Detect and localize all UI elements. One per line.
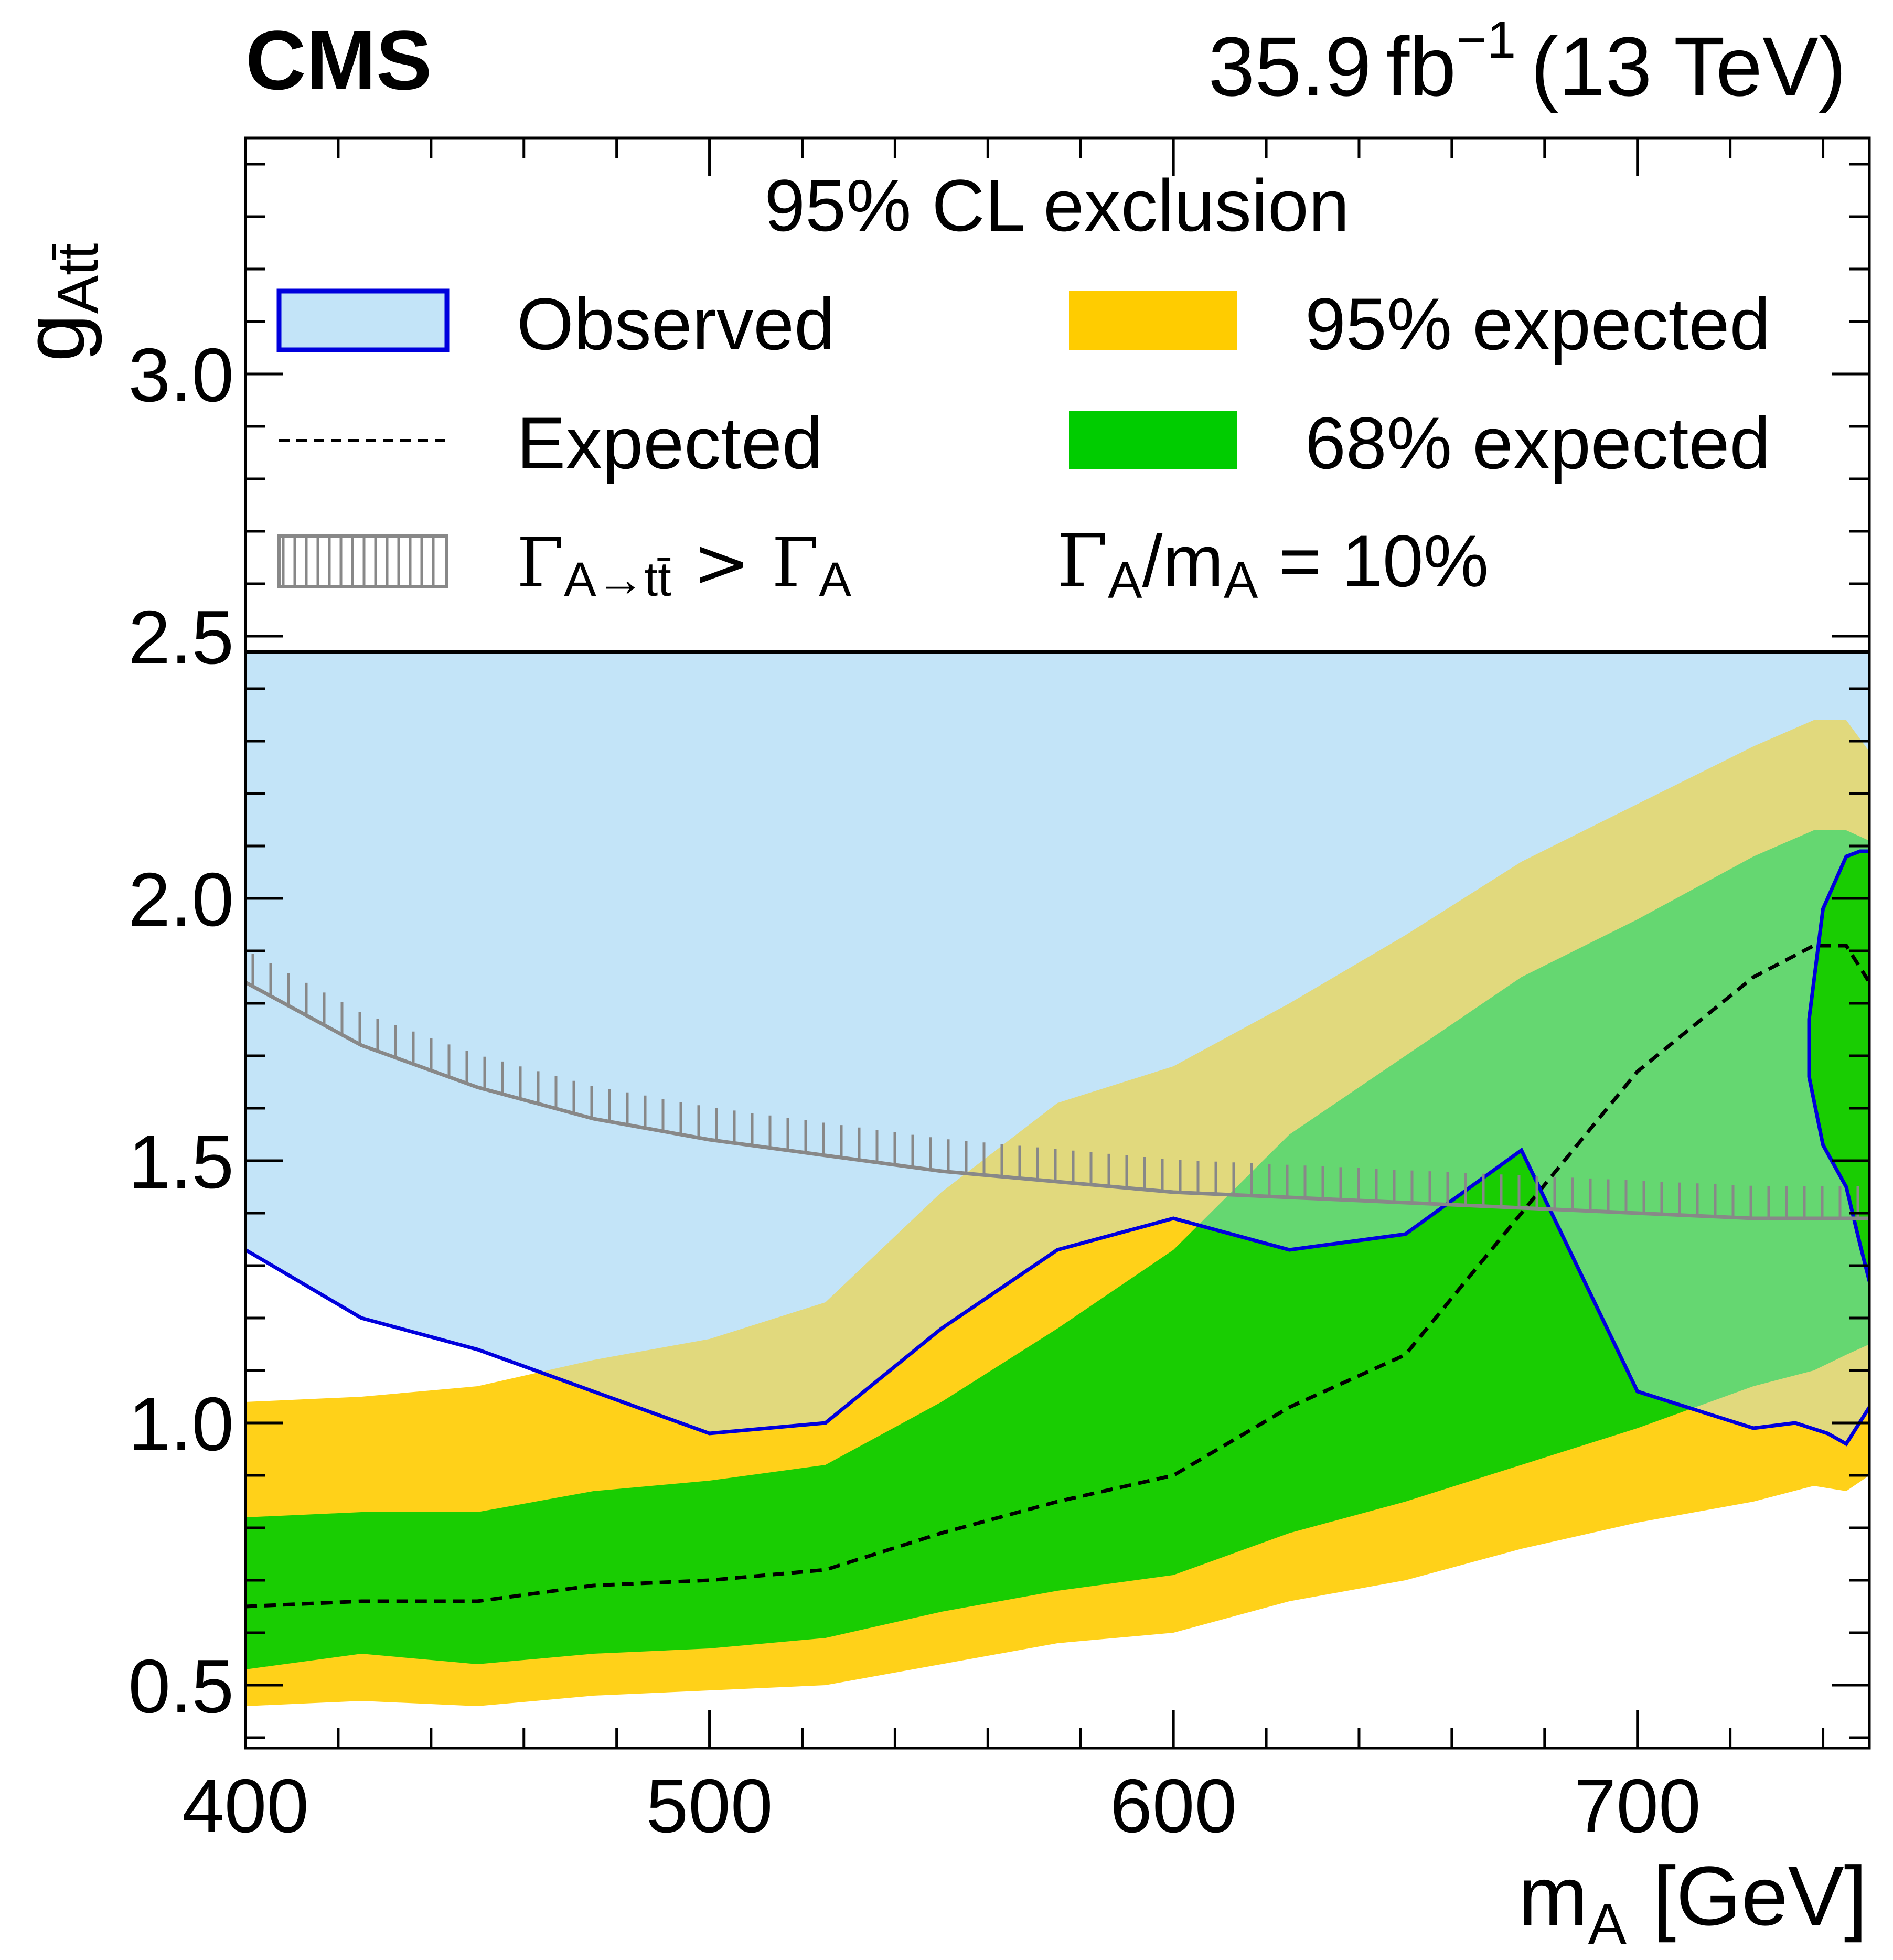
x-tick-label: 400 <box>182 1763 309 1848</box>
legend-band95-swatch <box>1069 291 1237 350</box>
observed-lower-line <box>245 1147 1869 1447</box>
y-tick-label: 2.0 <box>128 857 234 942</box>
legend-observed-swatch <box>276 288 450 352</box>
plot-frame <box>244 136 1871 1750</box>
axes: 400 500 600 700 0.5 1.0 1.5 2.0 2.5 3.0 <box>128 136 1871 1848</box>
y-axis-title: gAtt̄ <box>6 243 110 362</box>
x-tick-label: 600 <box>1110 1763 1237 1848</box>
plot-area <box>245 653 1869 1706</box>
data-region <box>245 653 1869 1706</box>
width-limit-line <box>245 980 1869 1220</box>
expected-line <box>245 944 1869 1609</box>
legend-observed-label: Observed <box>517 283 835 365</box>
ratio-sub2: A <box>1224 551 1258 609</box>
band-68-expected <box>245 830 1869 1669</box>
observed-excluded-region <box>245 653 1869 1444</box>
legend-width-limit-label: ΓA→tt̄ > ΓA <box>517 523 851 606</box>
lumi-unit: fb <box>1386 19 1456 113</box>
y-axis-symbol: g <box>6 314 102 362</box>
legend: 95% CL exclusion Observed Expected 95% e… <box>276 164 1770 609</box>
width-gamma2: Γ <box>772 523 819 603</box>
width-limit-hatching <box>251 954 1859 1218</box>
x-tick-label: 700 <box>1574 1763 1701 1848</box>
lumi-exponent: −1 <box>1456 10 1516 69</box>
x-axis-title: mA [GeV] <box>1518 1849 1867 1956</box>
legend-band68-swatch <box>1069 411 1237 469</box>
width-gamma: Γ <box>517 523 564 603</box>
observed-upper-line <box>1807 849 1869 1282</box>
y-tick-label: 1.0 <box>128 1381 234 1466</box>
x-axis-unit: [GeV] <box>1653 1849 1867 1943</box>
legend-expected-label: Expected <box>517 402 823 484</box>
y-tick-label: 3.0 <box>128 333 234 417</box>
legend-title: 95% CL exclusion <box>764 164 1349 247</box>
y-tick-label: 1.5 <box>128 1119 234 1204</box>
legend-band95-label: 95% expected <box>1305 283 1770 365</box>
width-sub2: A <box>819 553 851 606</box>
lumi-value: 35.9 <box>1208 19 1371 113</box>
experiment-label: CMS <box>245 13 432 107</box>
y-tick-label: 0.5 <box>128 1644 234 1729</box>
ratio-gamma: Γ <box>1057 519 1108 604</box>
width-sub: A→tt̄ <box>564 553 671 606</box>
legend-hatch-frame <box>277 534 448 588</box>
x-axis-sub: A <box>1588 1892 1627 1956</box>
energy-label: (13 TeV) <box>1531 19 1846 113</box>
x-tick-label: 500 <box>646 1763 773 1848</box>
ratio-value: = 10% <box>1258 520 1489 602</box>
ratio-sub1: A <box>1108 551 1142 609</box>
width-gt: > <box>671 523 772 603</box>
legend-band68-label: 68% expected <box>1305 402 1770 484</box>
legend-width-ratio: ΓA/mA = 10% <box>1057 519 1489 609</box>
ratio-mid: /m <box>1142 520 1224 602</box>
observed-overlay <box>245 653 1869 1444</box>
legend-width-limit-swatch <box>277 534 448 588</box>
y-tick-label: 2.5 <box>128 595 234 680</box>
y-axis-sub: Att̄ <box>46 243 110 314</box>
x-axis-symbol: m <box>1518 1849 1588 1943</box>
lumi-label: 35.9 fb−1 (13 TeV) <box>1208 10 1846 113</box>
